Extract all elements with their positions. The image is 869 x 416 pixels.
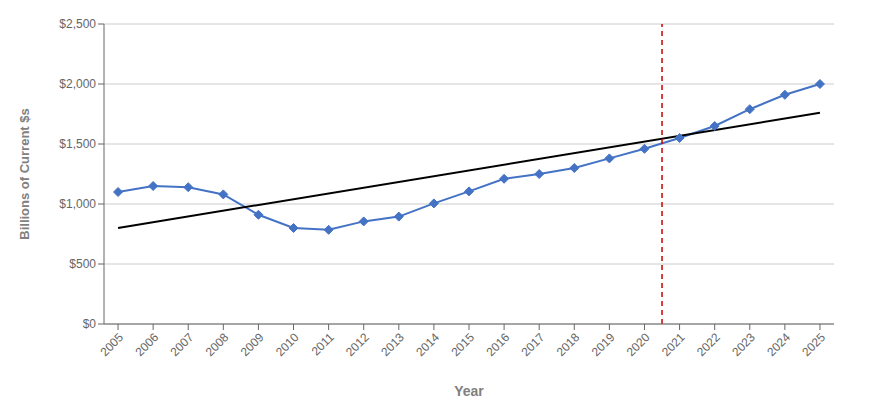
svg-text:$1,500: $1,500 (59, 137, 96, 151)
svg-text:2006: 2006 (132, 330, 161, 359)
svg-text:2025: 2025 (799, 330, 828, 359)
svg-text:2015: 2015 (448, 330, 477, 359)
svg-text:2009: 2009 (238, 330, 267, 359)
svg-text:2018: 2018 (554, 330, 583, 359)
svg-text:2017: 2017 (519, 330, 548, 359)
svg-text:2012: 2012 (343, 330, 372, 359)
svg-text:2016: 2016 (483, 330, 512, 359)
svg-text:2014: 2014 (413, 330, 442, 359)
svg-text:2005: 2005 (97, 330, 126, 359)
svg-text:2024: 2024 (764, 330, 793, 359)
svg-text:2008: 2008 (203, 330, 232, 359)
svg-text:Billions of Current $s: Billions of Current $s (17, 108, 32, 239)
svg-text:2011: 2011 (309, 330, 337, 358)
svg-text:2007: 2007 (168, 330, 197, 359)
svg-text:2020: 2020 (624, 330, 653, 359)
svg-text:2019: 2019 (589, 330, 618, 359)
svg-text:$2,000: $2,000 (59, 77, 96, 91)
svg-text:2022: 2022 (694, 330, 723, 359)
svg-text:$2,500: $2,500 (59, 17, 96, 31)
svg-text:$0: $0 (83, 317, 97, 331)
svg-text:2010: 2010 (273, 330, 302, 359)
svg-text:2013: 2013 (378, 330, 407, 359)
svg-text:2023: 2023 (729, 330, 758, 359)
svg-text:Year: Year (454, 383, 484, 399)
svg-text:2021: 2021 (659, 330, 688, 359)
svg-text:$1,000: $1,000 (59, 197, 96, 211)
svg-text:$500: $500 (69, 257, 96, 271)
